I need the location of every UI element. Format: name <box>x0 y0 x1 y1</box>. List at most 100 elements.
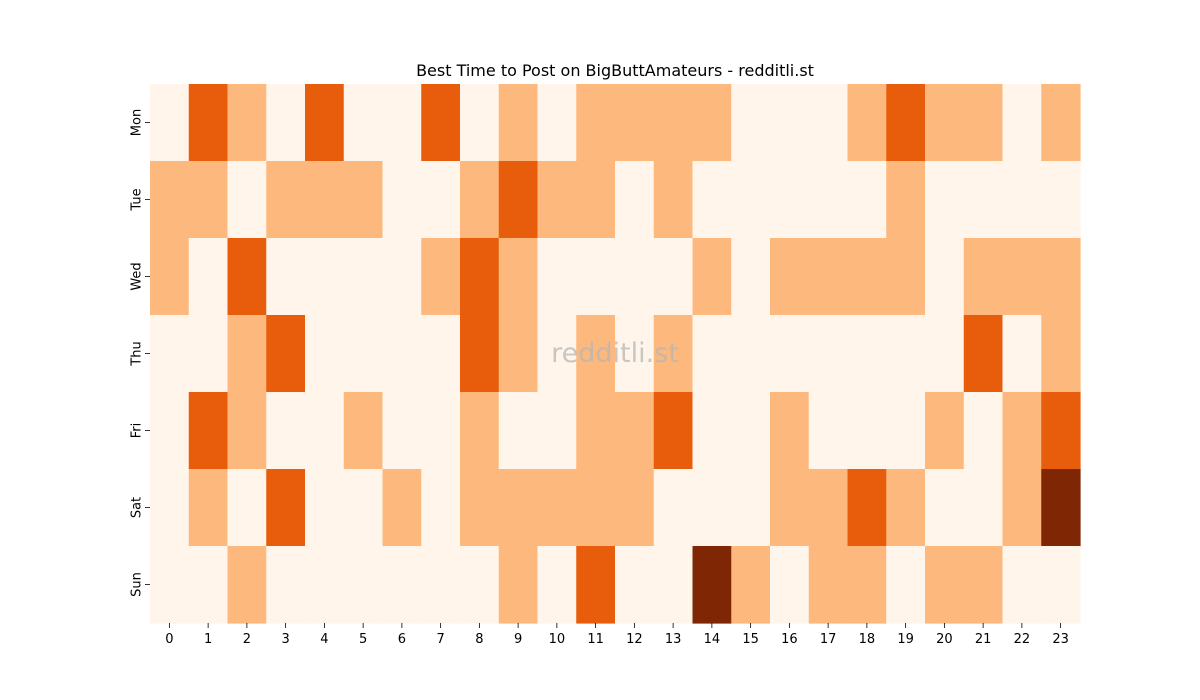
heatmap-cell-Wed-7 <box>421 238 461 316</box>
heatmap-cell-Thu-13 <box>653 315 694 393</box>
heatmap-cell-Fri-3 <box>266 392 306 470</box>
heatmap-cell-Mon-16 <box>770 84 810 162</box>
heatmap-cell-Wed-15 <box>731 238 771 316</box>
heatmap-cell-Tue-2 <box>227 161 267 239</box>
heatmap-cell-Mon-3 <box>266 84 306 162</box>
x-tick-label: 17 <box>820 632 837 647</box>
heatmap-cell-Thu-6 <box>382 315 422 393</box>
heatmap-cell-Mon-12 <box>615 84 655 162</box>
x-tick-label: 7 <box>436 632 444 647</box>
heatmap-cell-Fri-21 <box>963 392 1004 470</box>
heatmap-cell-Fri-10 <box>537 392 577 470</box>
heatmap-cell-Tue-17 <box>808 161 849 239</box>
heatmap-cell-Sat-6 <box>382 469 422 547</box>
heatmap-cell-Fri-4 <box>305 392 345 470</box>
heatmap-cell-Sat-18 <box>847 469 887 547</box>
x-tick-label: 2 <box>243 632 251 647</box>
heatmap-cell-Sun-22 <box>1002 546 1042 624</box>
heatmap-cell-Tue-7 <box>421 161 461 239</box>
heatmap-cell-Tue-0 <box>150 161 190 239</box>
heatmap-cell-Thu-2 <box>227 315 267 393</box>
heatmap-cell-Wed-2 <box>227 238 267 316</box>
heatmap-cell-Sat-7 <box>421 469 461 547</box>
heatmap-cell-Sat-11 <box>576 469 616 547</box>
heatmap-cell-Thu-16 <box>770 315 810 393</box>
x-tick-label: 12 <box>626 632 643 647</box>
heatmap-cell-Wed-14 <box>692 238 732 316</box>
heatmap-cell-Sun-7 <box>421 546 461 624</box>
heatmap-cell-Mon-2 <box>227 84 267 162</box>
x-tick-label: 18 <box>859 632 876 647</box>
heatmap-cell-Thu-19 <box>886 315 926 393</box>
heatmap-cell-Wed-11 <box>576 238 616 316</box>
heatmap-cell-Sat-13 <box>653 469 694 547</box>
y-tick-label: Tue <box>130 188 145 211</box>
heatmap-cell-Mon-4 <box>305 84 345 162</box>
y-axis-ticks: Mon Tue Wed Thu Fri Sat Sun <box>130 109 150 597</box>
heatmap-cell-Sun-1 <box>188 546 229 624</box>
heatmap-cell-Sat-8 <box>460 469 500 547</box>
heatmap-cell-Sat-10 <box>537 469 577 547</box>
heatmap-cell-Fri-23 <box>1041 392 1081 470</box>
heatmap-cell-Wed-12 <box>615 238 655 316</box>
heatmap-cell-Fri-6 <box>382 392 422 470</box>
x-axis-ticks: 0 1 2 3 4 5 6 7 8 9 10 11 12 13 14 15 16 17 18 19 20 21 22 23 <box>165 623 1069 647</box>
heatmap-cell-Tue-5 <box>343 161 384 239</box>
x-tick-label: 5 <box>359 632 367 647</box>
heatmap-cell-Sat-23 <box>1041 469 1081 547</box>
heatmap-cell-Tue-13 <box>653 161 694 239</box>
heatmap-cell-Thu-15 <box>731 315 771 393</box>
heatmap-cell-Tue-23 <box>1041 161 1081 239</box>
heatmap-cell-Sun-6 <box>382 546 422 624</box>
heatmap-cell-Sun-4 <box>305 546 345 624</box>
heatmap-cell-Tue-16 <box>770 161 810 239</box>
heatmap-cell-Sat-5 <box>343 469 384 547</box>
heatmap-cell-Sat-1 <box>188 469 229 547</box>
heatmap-cell-Sat-16 <box>770 469 810 547</box>
heatmap-cell-Sat-19 <box>886 469 926 547</box>
x-tick-label: 4 <box>320 632 328 647</box>
heatmap-cell-Tue-1 <box>188 161 229 239</box>
heatmap-cell-Thu-7 <box>421 315 461 393</box>
heatmap-cell-Fri-2 <box>227 392 267 470</box>
x-tick-label: 0 <box>165 632 173 647</box>
heatmap-cell-Thu-8 <box>460 315 500 393</box>
x-tick-label: 9 <box>514 632 522 647</box>
heatmap-cell-Wed-16 <box>770 238 810 316</box>
heatmap-cells <box>150 84 1081 624</box>
heatmap-cell-Wed-17 <box>808 238 849 316</box>
heatmap-cell-Sat-3 <box>266 469 306 547</box>
heatmap-cell-Fri-7 <box>421 392 461 470</box>
x-tick-label: 23 <box>1052 632 1069 647</box>
x-tick-label: 10 <box>549 632 566 647</box>
heatmap-cell-Wed-10 <box>537 238 577 316</box>
heatmap-cell-Thu-9 <box>498 315 539 393</box>
heatmap-cell-Fri-18 <box>847 392 887 470</box>
heatmap-cell-Thu-17 <box>808 315 849 393</box>
x-tick-label: 13 <box>665 632 682 647</box>
heatmap-cell-Fri-12 <box>615 392 655 470</box>
heatmap-cell-Thu-11 <box>576 315 616 393</box>
heatmap-cell-Tue-18 <box>847 161 887 239</box>
heatmap-cell-Fri-0 <box>150 392 190 470</box>
heatmap-cell-Mon-19 <box>886 84 926 162</box>
heatmap-cell-Sat-14 <box>692 469 732 547</box>
x-tick-label: 20 <box>936 632 953 647</box>
heatmap-cell-Thu-23 <box>1041 315 1081 393</box>
heatmap-cell-Wed-3 <box>266 238 306 316</box>
heatmap-cell-Tue-10 <box>537 161 577 239</box>
heatmap-cell-Sun-20 <box>925 546 965 624</box>
heatmap-cell-Fri-16 <box>770 392 810 470</box>
x-tick-label: 11 <box>587 632 604 647</box>
heatmap-cell-Thu-21 <box>963 315 1004 393</box>
heatmap-cell-Wed-1 <box>188 238 229 316</box>
heatmap-cell-Sun-16 <box>770 546 810 624</box>
heatmap-cell-Sun-17 <box>808 546 849 624</box>
heatmap-cell-Sun-13 <box>653 546 694 624</box>
heatmap-cell-Fri-22 <box>1002 392 1042 470</box>
heatmap-cell-Mon-5 <box>343 84 384 162</box>
heatmap-cell-Fri-13 <box>653 392 694 470</box>
heatmap-cell-Sat-2 <box>227 469 267 547</box>
heatmap-cell-Sun-3 <box>266 546 306 624</box>
